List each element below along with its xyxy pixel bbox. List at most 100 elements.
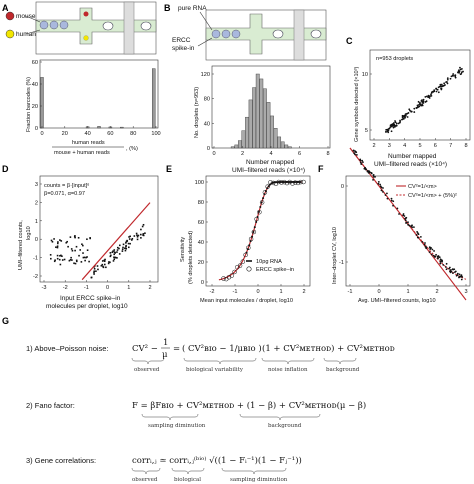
data-point (411, 111, 413, 113)
y-tick-label: 40 (32, 82, 38, 88)
x-ticks: 02468 (212, 146, 329, 157)
y-ticks: -2-10123 (33, 182, 42, 280)
y-tick-label: 2 (35, 200, 38, 206)
data-point (440, 258, 442, 260)
data-point (431, 249, 433, 251)
data-point (388, 130, 390, 132)
data-point (71, 248, 73, 250)
data-point (354, 153, 356, 155)
x-tick-label: 80 (130, 131, 136, 137)
data-point (82, 252, 84, 254)
x-tick-label: 40 (84, 131, 90, 137)
ylabel: Inter–droplet CV, log10 (332, 227, 338, 284)
data-point (398, 213, 400, 215)
data-point (387, 131, 389, 133)
data-point (62, 259, 64, 261)
data-point (452, 75, 454, 77)
data-point (95, 270, 97, 272)
data-point (417, 232, 419, 234)
data-point (423, 101, 425, 103)
histogram-bar (238, 141, 241, 148)
xlabel-line-2: UMI–filtered reads (×10⁴) (232, 167, 305, 174)
eq1-under-observed: observed (134, 367, 160, 373)
y-tick-label: 20 (198, 260, 204, 266)
data-point (446, 268, 448, 270)
data-point (137, 236, 139, 238)
data-point (420, 236, 422, 238)
data-point (144, 232, 146, 234)
data-point (385, 131, 387, 133)
data-point (140, 234, 142, 236)
data-point (59, 259, 61, 261)
panel-a-plot: Fraction barcodes (%) 0 20 40 60 80 100 0 20 40… (26, 60, 161, 156)
data-point (399, 121, 401, 123)
x-tick-label: 0 (256, 289, 259, 295)
y-tick-label: -1 (33, 256, 38, 262)
bead-icon (40, 21, 48, 29)
data-point (405, 217, 407, 219)
data-point (361, 160, 363, 162)
human-cell-icon (84, 36, 89, 41)
data-point (443, 82, 445, 84)
data-point (87, 249, 89, 251)
eq2-label: 2) Fano factor: (26, 401, 75, 410)
data-point (459, 276, 461, 278)
data-point (250, 240, 252, 242)
histogram-bar (245, 117, 248, 148)
y-tick-label: 0 (35, 126, 38, 132)
x-tick-label: 0 (106, 285, 109, 291)
data-point (70, 257, 72, 259)
data-point (108, 263, 110, 265)
x-tick-label: 1 (406, 289, 409, 295)
x-tick-label: 1 (279, 289, 282, 295)
data-point (57, 247, 59, 249)
data-point (405, 219, 407, 221)
data-point (113, 254, 115, 256)
histogram-bar (277, 137, 280, 148)
data-point (143, 224, 145, 226)
data-point (442, 264, 444, 266)
x-tick-label: 2 (372, 143, 375, 149)
data-point (254, 226, 256, 228)
data-point (69, 260, 71, 262)
data-point (444, 84, 446, 86)
data-point (381, 190, 383, 192)
rna-points (246, 181, 302, 254)
panel-e-plot: Sensitivity (% droplets detected) 10pg R… (180, 176, 310, 304)
data-point (57, 241, 59, 243)
data-point (255, 221, 257, 223)
eq2-formula: F = βFʙɪᴏ + CV²ᴍᴇᴛʜᴏᴅ + (1 − β) + CV²ᴍᴇᴛ… (132, 400, 366, 411)
data-point (70, 236, 72, 238)
data-point (424, 96, 426, 98)
bar-group (231, 74, 291, 148)
data-point (429, 251, 431, 253)
y-tick-label: 0 (207, 146, 210, 152)
eq1-frac-num: 1 (163, 338, 168, 348)
ylabel: No. droplets (n=953) (194, 87, 200, 138)
data-point (128, 243, 130, 245)
data-point (112, 251, 114, 253)
x-tick-label: 8 (326, 151, 329, 157)
data-point (102, 260, 104, 262)
data-point (113, 258, 115, 260)
y-tick-label: 80 (198, 200, 204, 206)
data-point (371, 172, 373, 174)
x-tick-label: 0 (40, 131, 43, 137)
data-point (258, 211, 260, 213)
data-point (360, 163, 362, 165)
data-point (433, 255, 435, 257)
formula: counts = β·[input]ᵅ (44, 183, 89, 189)
data-point (372, 179, 374, 181)
data-point (455, 77, 457, 79)
y-tick-label: 0 (341, 184, 344, 190)
data-point (113, 260, 115, 262)
data-point (263, 193, 265, 195)
data-point (396, 207, 398, 209)
y-tick-label: 40 (198, 240, 204, 246)
data-point (461, 68, 463, 70)
data-point (408, 112, 410, 114)
data-point (413, 111, 415, 113)
data-point (448, 268, 450, 270)
data-point (459, 67, 461, 69)
